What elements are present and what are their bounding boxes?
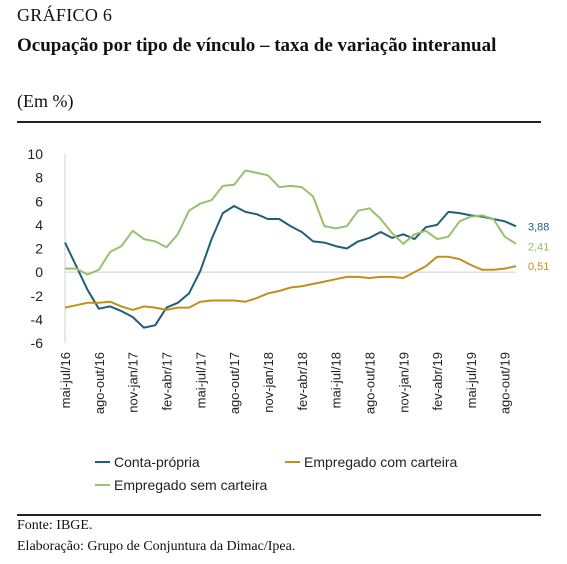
line-chart: -6 -4 -2 0 2 4 6 8 10 mai-jul/16 ago-out/16 nov-jan… — [27, 146, 549, 493]
y-tick-label: 0 — [35, 264, 43, 280]
chart-unit: (Em %) — [17, 91, 74, 111]
series-end-label: 0,51 — [528, 261, 549, 273]
x-tick-label: mai-jul/18 — [329, 352, 344, 408]
x-tick-label: ago-out/17 — [227, 352, 242, 414]
x-tick-label: nov-jan/17 — [126, 352, 141, 413]
legend-label: Empregado com carteira — [304, 454, 458, 470]
x-tick-label: ago-out/16 — [92, 352, 107, 414]
x-tick-label: mai-jul/19 — [464, 352, 479, 408]
legend-label: Empregado sem carteira — [114, 477, 268, 493]
x-tick-label: fev-abr/18 — [295, 352, 310, 411]
series-line — [65, 169, 517, 276]
y-tick-label: 8 — [35, 170, 43, 186]
x-tick-label: nov-jan/19 — [396, 352, 411, 413]
y-tick-label: -2 — [31, 288, 44, 304]
legend-label: Conta-própria — [114, 454, 200, 470]
x-tick-label: fev-abr/17 — [159, 352, 174, 411]
source-note: Fonte: IBGE. — [17, 518, 93, 533]
top-rule — [17, 121, 541, 123]
x-tick-label: ago-out/18 — [362, 352, 377, 414]
x-tick-label: fev-abr/19 — [430, 352, 445, 411]
y-tick-label: 4 — [35, 217, 43, 233]
series-line — [64, 255, 517, 311]
series-end-label: 3,88 — [528, 221, 549, 233]
x-tick-label: nov-jan/18 — [261, 352, 276, 413]
series-line — [64, 205, 517, 329]
chart-title: Ocupação por tipo de vínculo – taxa de v… — [17, 35, 497, 56]
y-tick-label: 2 — [35, 241, 43, 257]
x-tick-label: ago-out/19 — [498, 352, 513, 414]
bottom-rule — [17, 514, 541, 516]
y-tick-label: 6 — [35, 193, 43, 209]
x-tick-label: mai-jul/16 — [58, 352, 73, 408]
y-tick-label: 10 — [27, 146, 43, 162]
y-tick-label: -6 — [31, 335, 44, 351]
x-tick-label: mai-jul/17 — [193, 352, 208, 408]
y-tick-label: -4 — [31, 311, 44, 327]
elaboration-note: Elaboração: Grupo de Conjuntura da Dimac… — [17, 539, 296, 554]
figure-caption: GRÁFICO 6 — [17, 5, 113, 25]
series-end-label: 2,41 — [528, 242, 549, 254]
